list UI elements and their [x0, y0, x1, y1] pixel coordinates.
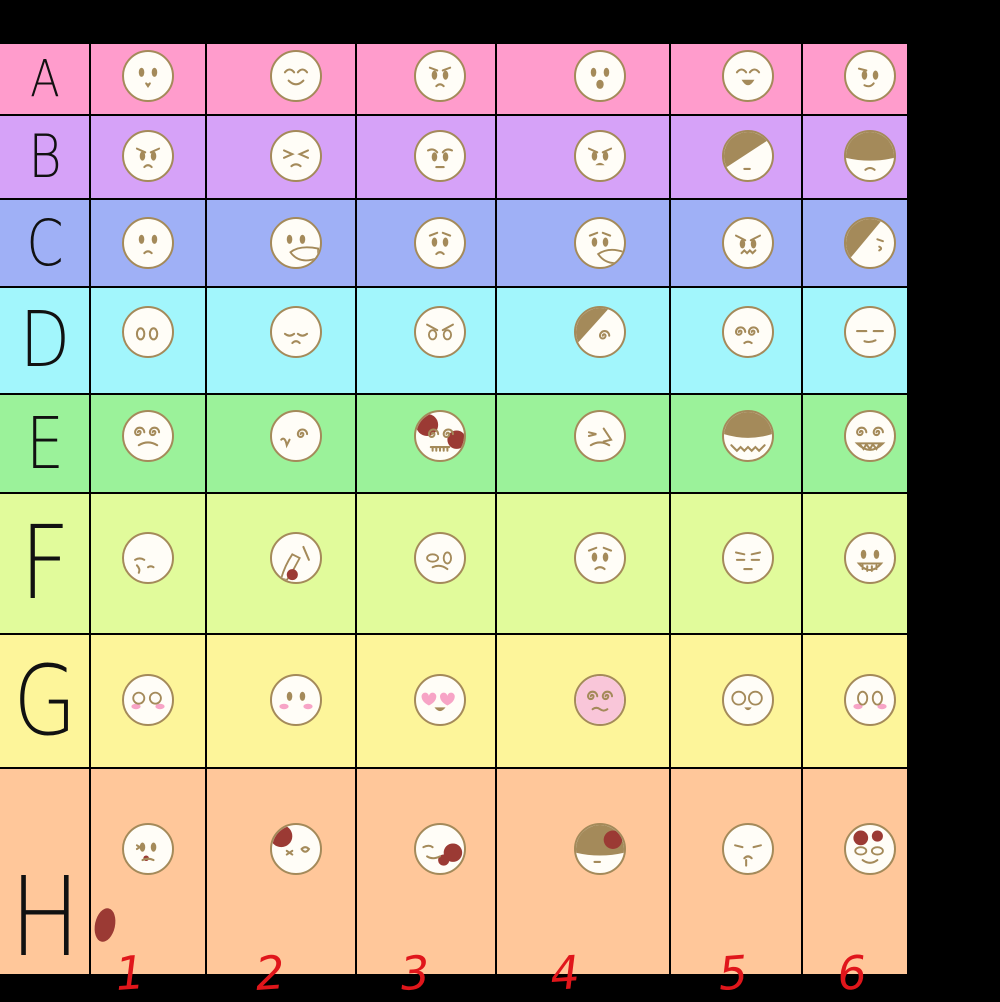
- bruised-face-icon: [722, 823, 774, 875]
- injured-face-icon: [122, 823, 174, 875]
- column-number: 5: [716, 945, 750, 1001]
- shaking-face-icon: [270, 410, 322, 462]
- panicked-face-icon: [122, 410, 174, 462]
- crying-face-icon: [122, 532, 174, 584]
- nervous-smile-face-icon: [844, 532, 896, 584]
- column-divider: [907, 44, 909, 974]
- bloody-eye-face-icon: [270, 823, 322, 875]
- column-number: 4: [548, 945, 582, 1001]
- shocked-face-icon: [722, 674, 774, 726]
- hand-over-mouth-sad-face-icon: [574, 217, 626, 269]
- wide-eyed-face-icon: [122, 306, 174, 358]
- row-label: E: [25, 402, 65, 485]
- angry-face-icon: [122, 130, 174, 182]
- covering-face-face-icon: [270, 532, 322, 584]
- row-divider: [0, 492, 908, 494]
- flustered-spiral-face-icon: [574, 674, 626, 726]
- row-label: H: [9, 853, 81, 981]
- blushing-wide-eyes-face-icon: [122, 674, 174, 726]
- blushing-stare-face-icon: [844, 674, 896, 726]
- column-divider: [495, 44, 497, 974]
- row-label: A: [30, 50, 60, 109]
- row-divider: [0, 286, 908, 288]
- furious-face-icon: [414, 306, 466, 358]
- column-divider: [355, 44, 357, 974]
- angry-open-mouth-face-icon: [574, 130, 626, 182]
- shadowed-grin-face-icon: [722, 410, 774, 462]
- neutral-open-mouth-face-icon: [574, 50, 626, 102]
- row-label: G: [13, 645, 77, 757]
- column-number: 6: [835, 945, 869, 1001]
- shadowed-side-face-icon: [844, 217, 896, 269]
- sulking-face-icon: [270, 306, 322, 358]
- bloody-head-face-icon: [574, 823, 626, 875]
- smug-face-icon: [844, 50, 896, 102]
- row-divider: [0, 633, 908, 635]
- shadowed-frown-face-icon: [844, 130, 896, 182]
- row-label: D: [19, 296, 71, 385]
- sad-face-icon: [122, 217, 174, 269]
- crazed-bloody-face-icon: [414, 410, 466, 462]
- column-divider: [205, 44, 207, 974]
- frustrated-face-icon: [270, 130, 322, 182]
- teary-face-icon: [574, 532, 626, 584]
- bloody-cheek-face-icon: [414, 823, 466, 875]
- sharp-teeth-manic-face-icon: [844, 410, 896, 462]
- column-number: 2: [253, 945, 287, 1001]
- column-divider: [801, 44, 803, 974]
- anxious-face-icon: [414, 217, 466, 269]
- happy-closed-eyes-face-icon: [270, 50, 322, 102]
- column-divider: [669, 44, 671, 974]
- shadowed-eyes-face-icon: [722, 130, 774, 182]
- worried-face-icon: [414, 50, 466, 102]
- annoyed-face-icon: [414, 130, 466, 182]
- irritated-face-icon: [722, 532, 774, 584]
- hand-over-mouth-face-icon: [270, 217, 322, 269]
- neutral-face-icon: [122, 50, 174, 102]
- pleading-face-icon: [414, 532, 466, 584]
- shadowed-scowl-face-icon: [574, 306, 626, 358]
- shy-blush-face-icon: [270, 674, 322, 726]
- column-number: 1: [113, 945, 147, 1001]
- column-divider: [89, 44, 91, 974]
- row-label: B: [28, 122, 62, 192]
- dizzy-spiral-eyes-face-icon: [722, 306, 774, 358]
- row-label: F: [20, 503, 70, 623]
- heart-eyes-face-icon: [414, 674, 466, 726]
- row-label: C: [26, 206, 64, 280]
- row-divider: [0, 393, 908, 395]
- happy-grin-face-icon: [722, 50, 774, 102]
- bloody-grin-face-icon: [844, 823, 896, 875]
- row-divider: [0, 114, 908, 116]
- row-divider: [0, 767, 908, 769]
- trembling-face-icon: [574, 410, 626, 462]
- column-number: 3: [398, 945, 432, 1001]
- unimpressed-face-icon: [844, 306, 896, 358]
- growling-face-icon: [722, 217, 774, 269]
- row-divider: [0, 198, 908, 200]
